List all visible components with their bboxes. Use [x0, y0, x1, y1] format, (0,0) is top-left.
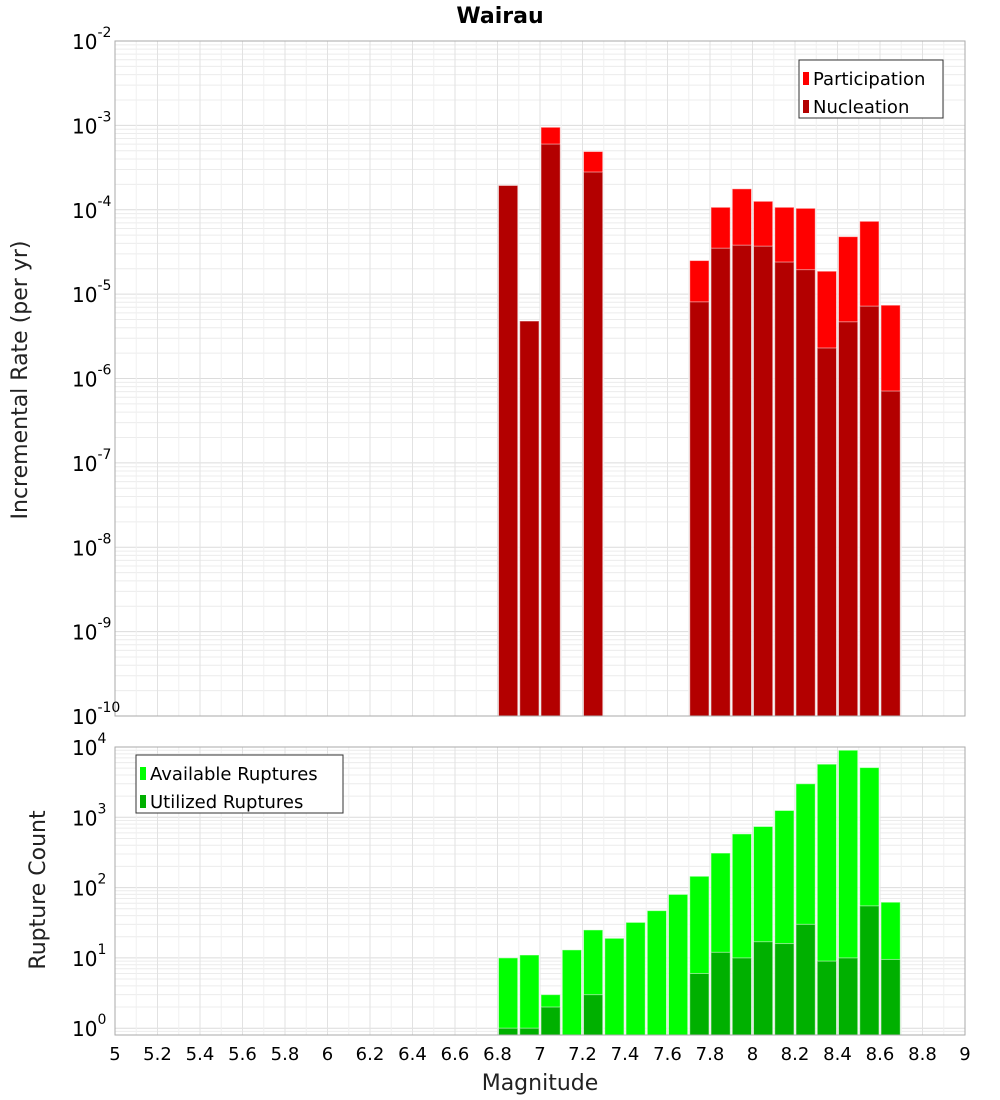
bar-utilized-ruptures [774, 943, 795, 1036]
y-tick-label: 10-9 [72, 616, 111, 645]
x-tick-label: 6.4 [398, 1044, 427, 1065]
y-tick-label: 10-7 [72, 447, 111, 476]
bar-utilized-ruptures [731, 957, 752, 1036]
bar-available-ruptures [668, 893, 689, 1036]
legend-swatch [803, 100, 809, 113]
bar-utilized-ruptures [753, 941, 774, 1036]
bar-utilized-ruptures [540, 1006, 561, 1036]
x-tick-label: 8 [747, 1044, 758, 1065]
bar-utilized-ruptures [880, 958, 901, 1036]
bar-utilized-ruptures [795, 923, 816, 1036]
bar-nucleation [795, 269, 816, 717]
plot-frame [114, 746, 966, 1036]
bar-available-ruptures [519, 954, 540, 1036]
bar-nucleation [498, 184, 519, 717]
bar-nucleation [583, 171, 604, 717]
y-tick-label: 10-3 [72, 109, 111, 138]
y-tick-label: 10-5 [72, 278, 111, 307]
legend-label: Nucleation [813, 97, 909, 118]
y-tick-label: 102 [72, 872, 106, 901]
x-tick-label: 7.6 [653, 1044, 682, 1065]
x-tick-label: 5.2 [143, 1044, 172, 1065]
x-tick-label: 8.2 [781, 1044, 810, 1065]
chart-title: Wairau [456, 4, 543, 29]
bar-available-ruptures [604, 937, 625, 1036]
bar-available-ruptures [561, 949, 582, 1036]
x-tick-label: 7.4 [611, 1044, 640, 1065]
bar-nucleation [731, 244, 752, 717]
legend-swatch [140, 795, 146, 808]
x-tick-label: 6.8 [483, 1044, 512, 1065]
y-tick-label: 103 [72, 801, 106, 830]
rate-plot: 10-2 10-3 10-4 10-5 10-6 10-7 10-8 10-9 10-10 Par… [72, 25, 966, 729]
bar-utilized-ruptures [583, 994, 604, 1036]
y-axis-label-count: Rupture Count [26, 810, 51, 970]
legend-label: Utilized Ruptures [150, 792, 303, 813]
x-tick-label: 5.8 [271, 1044, 300, 1065]
y-tick-label: 10-8 [72, 531, 111, 560]
bar-available-ruptures [625, 921, 646, 1036]
legend-swatch [140, 767, 146, 780]
bar-utilized-ruptures [689, 972, 710, 1036]
bar-available-ruptures [498, 957, 519, 1036]
bar-nucleation [859, 305, 880, 717]
legend: Available Ruptures Utilized Ruptures [135, 754, 344, 814]
x-tick-label: 8.4 [823, 1044, 852, 1065]
bar-utilized-ruptures [816, 960, 837, 1036]
bar-utilized-ruptures [498, 1027, 519, 1036]
bar-nucleation [816, 347, 837, 717]
bar-utilized-ruptures [838, 957, 859, 1036]
x-tick-label: 5.4 [186, 1044, 215, 1065]
x-tick-label: 8.8 [908, 1044, 937, 1065]
y-tick-label: 10-6 [72, 363, 112, 392]
x-tick-label: 7 [534, 1044, 545, 1065]
bar-nucleation [710, 247, 731, 717]
x-tick-label: 6 [322, 1044, 333, 1065]
y-tick-label: 100 [72, 1012, 106, 1041]
bar-utilized-ruptures [519, 1027, 540, 1036]
bar-nucleation [753, 245, 774, 717]
legend-swatch [803, 72, 809, 85]
bar-nucleation [540, 143, 561, 717]
bar-available-ruptures [646, 910, 667, 1036]
x-tick-label: 6.2 [356, 1044, 385, 1065]
legend-box [135, 754, 344, 814]
bar-nucleation [838, 321, 859, 717]
legend-box [798, 59, 944, 119]
x-tick-label: 6.6 [441, 1044, 470, 1065]
bar-nucleation [880, 390, 901, 717]
x-axis-label: Magnitude [482, 1071, 599, 1096]
legend-label: Available Ruptures [150, 764, 318, 785]
x-tick-label: 7.8 [696, 1044, 725, 1065]
legend: Participation Nucleation [798, 59, 944, 119]
x-tick-label: 5.6 [228, 1044, 257, 1065]
bar-utilized-ruptures [710, 951, 731, 1036]
count-plot: 104 103 102 101 100 Available Ruptures Utilize… [72, 731, 971, 1065]
x-tick-label: 5 [109, 1044, 120, 1065]
x-tick-label: 7.2 [568, 1044, 597, 1065]
y-tick-label: 10-2 [72, 25, 111, 54]
bar-nucleation [774, 261, 795, 717]
y-tick-label: 101 [72, 942, 106, 971]
y-tick-label: 10-10 [72, 700, 120, 729]
bar-utilized-ruptures [859, 905, 880, 1036]
bar-nucleation [689, 301, 710, 717]
legend-label: Participation [813, 69, 925, 90]
bar-nucleation [519, 320, 540, 717]
x-tick-label: 9 [959, 1044, 970, 1065]
y-axis-label-rate: Incremental Rate (per yr) [8, 241, 33, 520]
y-tick-label: 10-4 [72, 194, 112, 223]
plot-frame [114, 40, 966, 717]
x-tick-label: 8.6 [866, 1044, 895, 1065]
y-tick-label: 104 [72, 731, 106, 760]
